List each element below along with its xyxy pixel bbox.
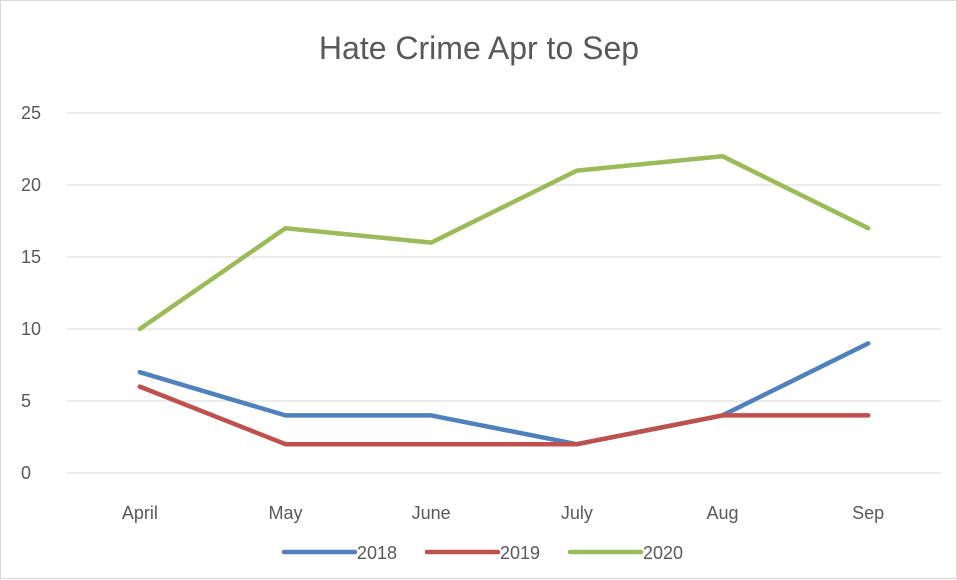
y-axis-tick-labels: 0 5 10 15 20 25 (21, 103, 41, 483)
x-tick-label: May (268, 503, 302, 523)
series-lines (137, 153, 871, 447)
legend-label: 2019 (500, 543, 540, 563)
chart-title: Hate Crime Apr to Sep (319, 30, 639, 66)
y-tick-label: 0 (21, 463, 31, 483)
series-line-2018 (137, 341, 871, 447)
x-tick-label: July (561, 503, 593, 523)
x-tick-label: Aug (706, 503, 738, 523)
series-line-2019 (137, 384, 871, 447)
x-tick-label: Sep (852, 503, 884, 523)
x-axis-tick-labels: April May June July Aug Sep (122, 503, 884, 523)
y-tick-label: 10 (21, 319, 41, 339)
legend-label: 2018 (357, 543, 397, 563)
y-tick-label: 20 (21, 175, 41, 195)
series-line-2020 (137, 153, 871, 332)
y-tick-label: 15 (21, 247, 41, 267)
gridlines (67, 112, 941, 474)
legend: 2018 2019 2020 (281, 543, 683, 563)
x-tick-label: June (412, 503, 451, 523)
legend-label: 2020 (643, 543, 683, 563)
y-tick-label: 5 (21, 391, 31, 411)
y-tick-label: 25 (21, 103, 41, 123)
x-tick-label: April (122, 503, 158, 523)
